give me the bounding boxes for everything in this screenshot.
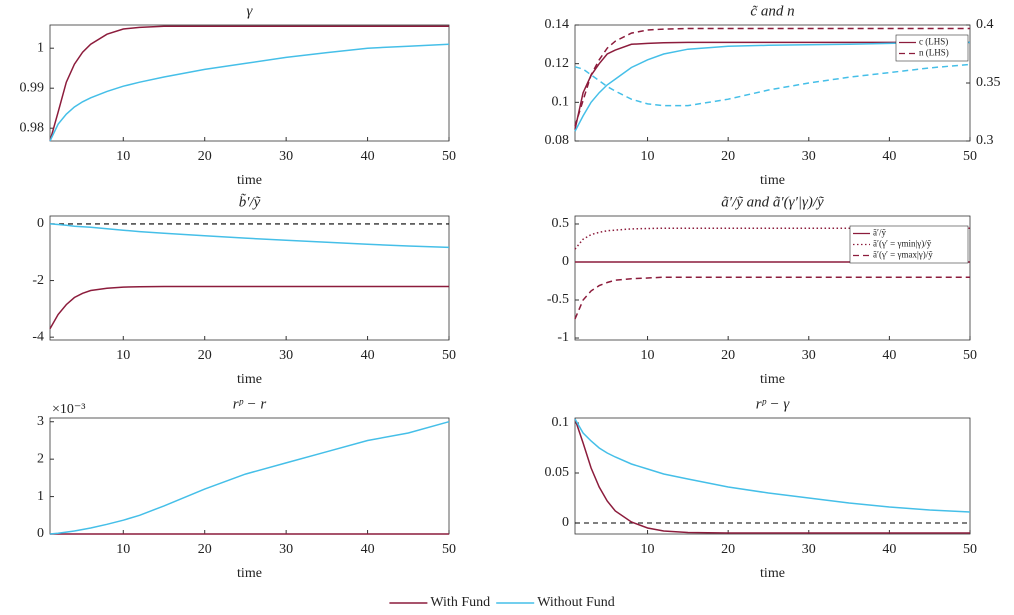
x-tick-label: 40 (361, 348, 375, 363)
x-axis-label: time (237, 372, 262, 387)
series-line (574, 276, 970, 320)
chart-title: γ (247, 3, 254, 19)
y2-tick-label: 0.35 (976, 75, 1001, 90)
x-axis-label: time (237, 173, 262, 188)
x-tick-label: 50 (442, 348, 456, 363)
series-line (49, 43, 450, 142)
x-tick-label: 30 (802, 542, 816, 557)
x-tick-label: 50 (963, 542, 977, 557)
legend-label: With Fund (430, 595, 490, 610)
x-tick-label: 40 (882, 348, 896, 363)
y-tick-label: 0.12 (545, 56, 570, 71)
legend-label: c (LHS) (919, 37, 948, 47)
legend-label: ã′/ỹ (873, 228, 886, 238)
y-tick-label: 0.5 (552, 216, 570, 231)
x-tick-label: 30 (802, 348, 816, 363)
x-tick-label: 10 (641, 542, 655, 557)
x-tick-label: 10 (116, 348, 130, 363)
x-tick-label: 20 (198, 149, 212, 164)
x-tick-label: 10 (641, 348, 655, 363)
x-tick-label: 50 (963, 348, 977, 363)
x-tick-label: 30 (279, 542, 293, 557)
chart-title: rᵖ − r (233, 396, 267, 412)
plot-frame (574, 215, 971, 341)
axis-multiplier: ×10⁻³ (52, 402, 85, 417)
legend-label: ã′(γ′ = γmin|γ)/ỹ (873, 239, 932, 249)
x-tick-label: 20 (721, 348, 735, 363)
series-line (49, 25, 449, 142)
x-tick-label: 20 (198, 542, 212, 557)
y2-tick-label: 0.3 (976, 133, 994, 148)
x-tick-label: 30 (802, 149, 816, 164)
x-axis-label: time (237, 566, 262, 581)
series-line (49, 420, 450, 535)
x-axis-label: time (760, 173, 785, 188)
plot-frame (49, 417, 450, 535)
x-tick-label: 50 (442, 149, 456, 164)
y-tick-label: 0.08 (545, 133, 570, 148)
y-tick-label: 3 (37, 414, 44, 429)
y-tick-label: -4 (32, 329, 44, 344)
legend-label: n (LHS) (919, 48, 949, 58)
x-tick-label: 40 (882, 149, 896, 164)
x-tick-label: 10 (116, 542, 130, 557)
x-axis-label: time (760, 372, 785, 387)
series-line (49, 285, 449, 330)
series-line (49, 223, 450, 249)
x-tick-label: 50 (442, 542, 456, 557)
chart-title: rᵖ − γ (756, 396, 791, 412)
y-tick-label: 0.05 (545, 465, 570, 480)
x-tick-label: 10 (641, 149, 655, 164)
y-tick-label: -2 (32, 273, 44, 288)
plot-frame (49, 24, 450, 142)
x-tick-label: 10 (116, 149, 130, 164)
legend-box (895, 34, 969, 62)
series-line (574, 41, 970, 132)
plot-frame (49, 215, 450, 341)
y-tick-label: 0.99 (20, 80, 45, 95)
chart-title: c̃ and n (750, 3, 794, 19)
x-tick-label: 40 (361, 149, 375, 164)
legend-label: Without Fund (537, 595, 615, 610)
series-line (574, 418, 970, 534)
y-tick-label: 0 (37, 216, 44, 231)
y-tick-label: -1 (557, 330, 569, 345)
x-tick-label: 40 (882, 542, 896, 557)
y2-tick-label: 0.4 (976, 17, 994, 32)
y-tick-label: 0.98 (20, 120, 45, 135)
series-line (574, 27, 970, 127)
x-axis-label: time (760, 566, 785, 581)
x-tick-label: 20 (721, 149, 735, 164)
x-tick-label: 20 (198, 348, 212, 363)
x-tick-label: 30 (279, 149, 293, 164)
x-tick-label: 30 (279, 348, 293, 363)
chart-title: ã′/ỹ and ã′(γ′|γ)/ỹ (721, 194, 824, 210)
chart-title: b̃′/ỹ (239, 193, 261, 210)
y-tick-label: 1 (37, 40, 44, 55)
y-tick-label: 0 (562, 515, 569, 530)
x-tick-label: 50 (963, 149, 977, 164)
legend-label: ã′(γ′ = γmax|γ)/ỹ (873, 250, 933, 260)
y-tick-label: 0.14 (545, 17, 570, 32)
y-tick-label: 0 (37, 526, 44, 541)
y-tick-label: 2 (37, 451, 44, 466)
x-tick-label: 40 (361, 542, 375, 557)
series-line (574, 418, 971, 513)
series-line (574, 63, 971, 107)
y-tick-label: 0 (562, 254, 569, 269)
series-line (574, 41, 970, 130)
y-tick-label: 1 (37, 489, 44, 504)
plot-frame (574, 417, 971, 535)
y-tick-label: 0.1 (552, 95, 570, 110)
y-tick-label: 0.1 (552, 415, 570, 430)
x-tick-label: 20 (721, 542, 735, 557)
y-tick-label: -0.5 (547, 292, 569, 307)
